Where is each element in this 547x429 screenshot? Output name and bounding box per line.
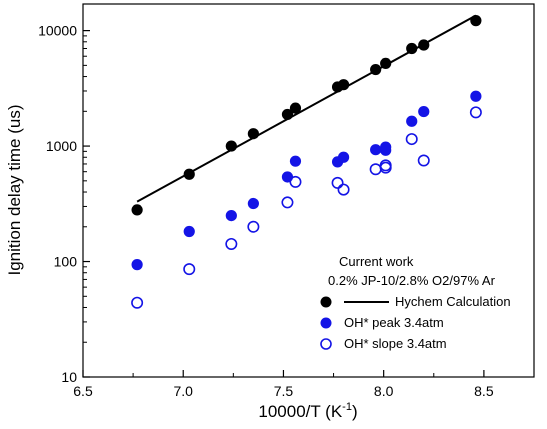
y-tick-label: 10: [61, 369, 77, 385]
point-oh-peak: [470, 90, 482, 102]
point-hychem: [131, 204, 143, 216]
point-hychem: [281, 108, 294, 121]
point-hychem: [183, 168, 195, 180]
legend-label-oh-slope: OH* slope 3.4atm: [344, 336, 447, 351]
point-oh-peak: [131, 259, 143, 271]
point-oh-slope: [183, 263, 196, 276]
point-oh-slope: [417, 154, 430, 167]
point-hychem: [470, 15, 482, 27]
point-oh-slope: [405, 133, 418, 146]
point-oh-peak: [370, 144, 382, 156]
tick-labels: 6.5 7.0 7.5 8.0 8.5 10 100 1000 10000: [38, 23, 494, 399]
point-oh-slope: [337, 183, 350, 196]
plot-frame: [82, 3, 535, 378]
legend-label-hychem: Hychem Calculation: [395, 294, 511, 309]
point-oh-peak: [418, 105, 430, 118]
point-oh-slope: [281, 196, 294, 209]
point-hychem: [225, 140, 237, 152]
point-oh-peak: [247, 197, 259, 210]
legend: Current work 0.2% JP-10/2.8% O2/97% Ar H…: [320, 254, 511, 351]
legend-title-2: 0.2% JP-10/2.8% O2/97% Ar: [328, 273, 496, 288]
point-oh-slope: [469, 106, 482, 119]
legend-label-oh-peak: OH* peak 3.4atm: [344, 315, 444, 330]
x-tick-label: 7.0: [173, 383, 193, 399]
legend-marker-hychem: [320, 296, 332, 308]
x-tick-label: 6.5: [73, 383, 93, 399]
data-marks: [131, 14, 482, 309]
point-oh-peak: [380, 141, 392, 153]
legend-marker-oh-slope: [320, 338, 332, 350]
y-tick-label: 10000: [38, 23, 77, 39]
point-oh-slope: [225, 237, 238, 250]
point-oh-peak: [281, 171, 294, 183]
point-oh-slope: [289, 175, 302, 188]
point-hychem: [406, 42, 418, 55]
point-hychem: [247, 128, 259, 140]
point-hychem: [370, 63, 382, 76]
legend-title-1: Current work: [339, 254, 414, 269]
point-hychem: [418, 39, 430, 51]
y-tick-label: 1000: [46, 138, 77, 154]
point-oh-slope: [247, 220, 260, 233]
legend-marker-oh-peak: [320, 317, 332, 329]
point-oh-peak: [183, 225, 195, 238]
point-hychem: [289, 102, 302, 114]
x-tick-label: 7.5: [274, 383, 294, 399]
point-hychem: [380, 57, 392, 69]
x-axis-label-sup: -1: [342, 401, 352, 413]
point-hychem: [337, 79, 350, 91]
point-oh-slope: [131, 296, 144, 309]
point-oh-peak: [289, 155, 302, 167]
point-oh-slope: [331, 176, 344, 189]
x-axis-label: 10000/T (K-1): [258, 401, 357, 421]
point-oh-peak: [337, 151, 350, 163]
point-oh-peak: [225, 209, 237, 222]
point-oh-slope: [369, 163, 382, 176]
x-tick-label: 8.5: [474, 383, 494, 399]
y-tick-label: 100: [54, 254, 78, 270]
axis-ticks: [82, 30, 485, 378]
x-axis-label-end: ): [352, 402, 358, 421]
point-oh-peak: [406, 115, 418, 127]
point-oh-slope: [379, 159, 392, 172]
y-axis-label: Ignition delay time (us): [5, 104, 24, 275]
x-tick-label: 8.0: [374, 383, 394, 399]
